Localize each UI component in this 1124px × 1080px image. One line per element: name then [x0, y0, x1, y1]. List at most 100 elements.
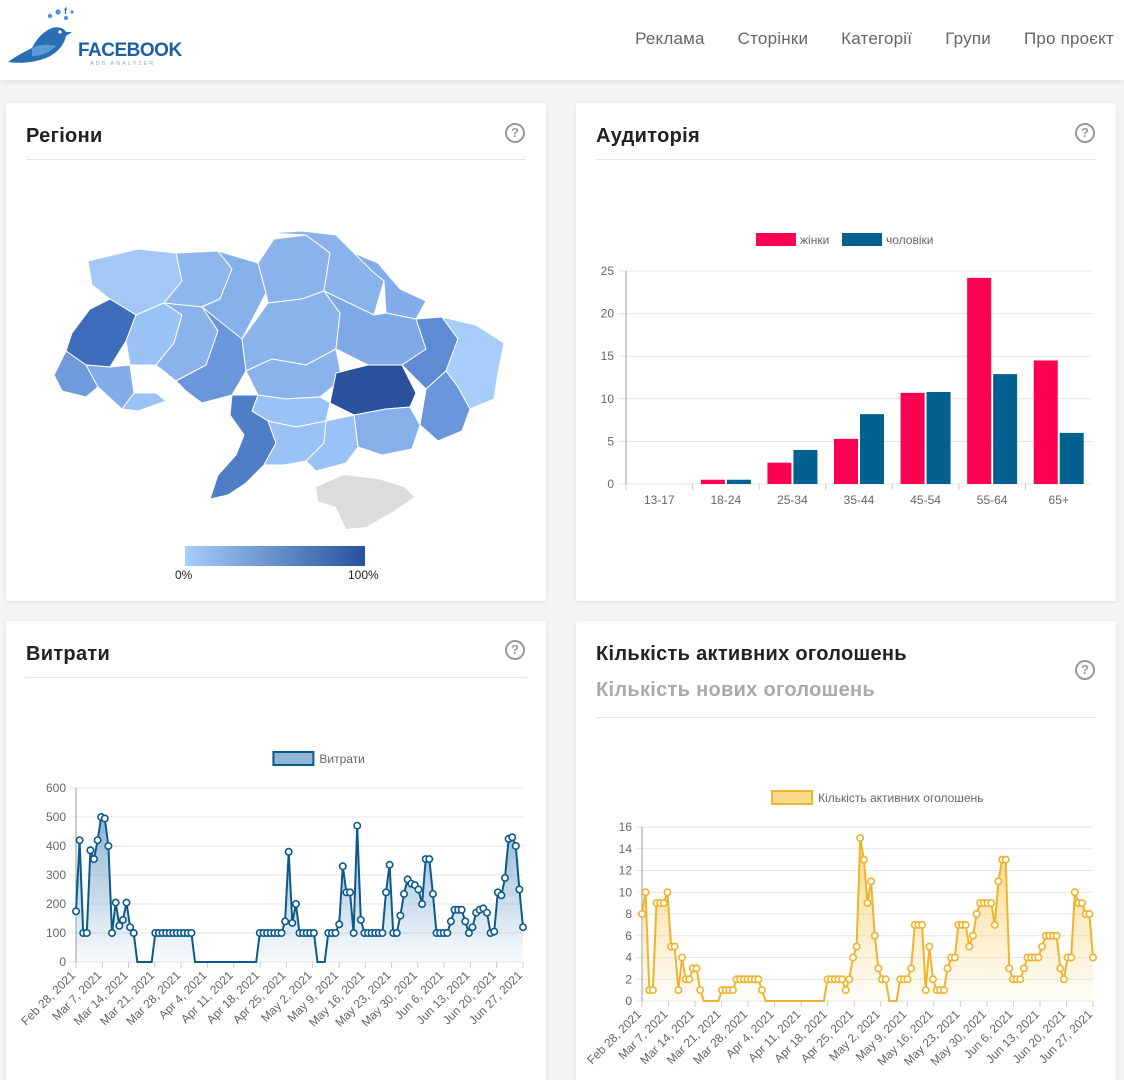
data-point [1078, 899, 1087, 908]
audience-help-icon[interactable]: ? [1075, 123, 1095, 143]
region-zaporizhzhia[interactable] [353, 406, 421, 456]
data-point [446, 917, 455, 926]
audience-card: Аудиторія ? жінки чоловіки 0 5 10 15 20 25 13-17… [576, 103, 1116, 601]
data-point [309, 928, 318, 937]
data-point [641, 888, 650, 897]
data-point [670, 942, 679, 951]
y-tick-label: 10 [619, 885, 633, 899]
data-point [284, 847, 293, 856]
data-point [648, 986, 657, 995]
data-point [277, 928, 286, 937]
ads-title: Кількість активних оголошень [596, 643, 907, 665]
site-logo[interactable]: f FACEBOOK ADS ANALYZER [6, 4, 182, 70]
x-tick-label: 65+ [1049, 493, 1069, 507]
region-crimea[interactable] [316, 475, 414, 529]
data-point [961, 920, 970, 929]
data-point [497, 891, 506, 900]
ads-help-icon[interactable]: ? [1075, 660, 1095, 680]
data-point [1016, 975, 1025, 984]
data-point [925, 942, 934, 951]
legend-swatch-female [756, 233, 796, 246]
ads-subtitle[interactable]: Кількість нових оголошень [596, 679, 875, 701]
data-point [1038, 942, 1047, 951]
spend-divider [26, 677, 526, 678]
nav-pages[interactable]: Сторінки [737, 29, 809, 48]
data-point [75, 836, 84, 845]
y-tick-label: 0 [625, 994, 632, 1008]
y-tick-label: 300 [46, 868, 66, 882]
svg-text:f: f [64, 6, 68, 16]
y-tick-label: 200 [46, 897, 66, 911]
bar-female-25-34 [767, 462, 792, 484]
data-point [115, 921, 124, 930]
y-tick-label: 5 [607, 434, 614, 448]
y-tick-label: 8 [625, 907, 632, 921]
nav-categories[interactable]: Категорії [841, 29, 913, 48]
data-point [104, 842, 113, 851]
data-point [968, 931, 977, 940]
data-point [385, 860, 394, 869]
data-point [443, 928, 452, 937]
data-point [987, 899, 996, 908]
data-point [338, 862, 347, 871]
regions-title: Регіони [26, 125, 103, 147]
region-lviv[interactable] [65, 298, 137, 368]
data-point [122, 898, 131, 907]
bar-male-45-54 [926, 391, 951, 484]
series-area [76, 817, 523, 962]
data-point [692, 964, 701, 973]
data-point [637, 909, 646, 918]
audience-divider [596, 159, 1096, 160]
data-point [356, 915, 365, 924]
ads-card: Кількість активних оголошень Кількість н… [576, 621, 1116, 1080]
data-point [1059, 975, 1068, 984]
spend-help-icon[interactable]: ? [505, 640, 525, 660]
data-point [663, 888, 672, 897]
data-point [874, 964, 883, 973]
data-point [728, 986, 737, 995]
brand-tagline: ADS ANALYZER [90, 61, 156, 67]
data-point [457, 905, 466, 914]
y-tick-label: 2 [625, 972, 632, 986]
data-point [1005, 964, 1014, 973]
y-tick-label: 12 [619, 864, 633, 878]
map-legend-max: 100% [348, 568, 379, 582]
data-point [939, 986, 948, 995]
data-point [852, 942, 861, 951]
data-point [859, 855, 868, 864]
x-tick-label: 55-64 [977, 493, 1008, 507]
data-point [396, 911, 405, 920]
y-tick-label: 600 [46, 781, 66, 795]
nav-ads[interactable]: Реклама [635, 29, 705, 48]
data-point [685, 975, 694, 984]
legend-label: Кількість активних оголошень [818, 791, 983, 805]
data-point [111, 898, 120, 907]
region-donetsk[interactable] [419, 370, 471, 442]
regions-help-icon[interactable]: ? [505, 123, 525, 143]
data-point [508, 833, 517, 842]
data-point [1034, 953, 1043, 962]
region-odesa[interactable] [209, 394, 277, 500]
data-point [972, 909, 981, 918]
data-point [921, 986, 930, 995]
x-tick-label: 18-24 [711, 493, 742, 507]
data-point [335, 920, 344, 929]
nav-about[interactable]: Про проєкт [1023, 29, 1114, 48]
data-point [863, 899, 872, 908]
data-point [86, 846, 95, 855]
data-point [881, 975, 890, 984]
data-point [461, 917, 470, 926]
audience-bar-chart: жінки чоловіки 0 5 10 15 20 25 13-17 18-24 25-34 35… [601, 233, 1092, 507]
data-point [659, 899, 668, 908]
nav-groups[interactable]: Групи [945, 29, 991, 48]
data-point [1019, 964, 1028, 973]
data-point [837, 975, 846, 984]
y-tick-label: 15 [601, 349, 615, 363]
region-chernivtsi[interactable] [121, 392, 168, 412]
region-kherson[interactable] [305, 414, 359, 472]
data-point [126, 923, 135, 932]
data-point [515, 885, 524, 894]
data-point [353, 821, 362, 830]
data-point [1056, 964, 1065, 973]
